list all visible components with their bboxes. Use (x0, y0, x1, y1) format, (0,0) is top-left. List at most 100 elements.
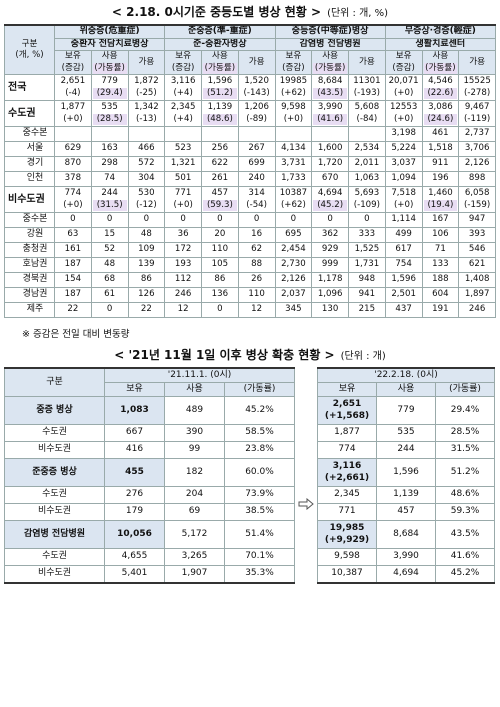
blank-cell (237, 126, 276, 142)
cell: 43.5% (435, 520, 496, 549)
column-header: 사용 (가동률) (201, 50, 239, 75)
data-row: 774 244 31.5% (317, 441, 496, 459)
column-header: 보유 (증감) (164, 50, 202, 75)
column-header-text: 보유 (64, 51, 81, 62)
cell: 109 (127, 242, 166, 258)
cell: 1,342 (-13) (127, 100, 166, 127)
cell: 947 (458, 212, 496, 228)
cell-line: 2,651 (332, 399, 362, 409)
cell-line: (+2,661) (324, 472, 370, 483)
cell: 246 (164, 287, 202, 303)
column-header: 사용 (376, 382, 437, 397)
cell-line: (-159) (464, 199, 491, 210)
cell-line: (29.4) (92, 87, 127, 99)
cell: 1,596 (376, 458, 437, 487)
data-row: 10,387 4,694 45.2% (317, 565, 496, 584)
row-label: 준중증 병상 (4, 458, 105, 487)
cell-line: 2,345 (170, 102, 196, 112)
cell: 28.5% (435, 424, 496, 442)
cell: 2,501 (384, 287, 423, 303)
column-header-text: 가용 (469, 56, 486, 67)
cell: 2,454 (274, 242, 313, 258)
cell: 3,116 (+2,661) (317, 458, 378, 487)
corner-cell: 구분 (개, %) (4, 24, 55, 75)
cell: 572 (127, 156, 166, 172)
cell: 1,733 (274, 171, 313, 187)
cell: 929 (311, 242, 349, 258)
cell: 298 (90, 156, 129, 172)
cell: 193 (164, 257, 202, 273)
column-header: 사용 (164, 382, 225, 397)
cell: 3,265 (164, 548, 225, 566)
group-subheader: 감염병 전담병원 (274, 37, 386, 51)
cell-line: (+4) (173, 87, 193, 98)
column-header-text: (가동률) (423, 62, 458, 74)
cell-line: (51.2) (203, 87, 237, 99)
group-header: '21.11.1. (0시) (103, 367, 296, 383)
column-header: 가용 (237, 50, 276, 75)
title: < 2.18. 0시기준 중등도별 병상 현황 > (111, 5, 322, 19)
cell-line: 1,139 (207, 102, 233, 112)
cell-line: 3,116 (170, 76, 196, 86)
cell: 10,387 (317, 565, 378, 584)
cell: 22 (54, 302, 92, 318)
cell: 378 (54, 171, 92, 187)
blank-cell (127, 126, 166, 142)
group-header: 중등증(中等症)병상 (274, 24, 386, 39)
cell: 2,126 (274, 272, 313, 288)
cell-line: 19,985 (329, 523, 365, 533)
row-label: 경남권 (4, 287, 55, 303)
cell: 4,694 (376, 565, 437, 584)
cell-line: 9,467 (464, 102, 490, 112)
column-header-text: 가용 (358, 56, 375, 67)
column-header: 보유 (증감) (54, 50, 92, 75)
cell: 1,897 (458, 287, 496, 303)
group-subheader: 생활치료센터 (384, 37, 497, 51)
cell-line: 1,206 (244, 102, 269, 112)
cell-line: (+62) (280, 199, 306, 210)
column-header: (가동률) (435, 382, 496, 397)
cell: 1,139 (48.6) (201, 100, 239, 127)
cell: 489 (164, 396, 225, 425)
cell: 139 (127, 257, 166, 273)
blank-cell (201, 126, 239, 142)
cell-line: (-54) (246, 199, 267, 210)
cell: 0 (90, 302, 129, 318)
cell: 5,693 (-109) (348, 186, 386, 213)
cell: 3,037 (384, 156, 423, 172)
cell: 36 (164, 227, 202, 243)
cell: 2,011 (348, 156, 386, 172)
cell-line: 10387 (279, 188, 308, 198)
data-row: 수도권 276 204 73.9% (4, 486, 296, 504)
blank-cell (274, 126, 313, 142)
cell: 16 (237, 227, 276, 243)
cell: 1,083 (104, 396, 165, 425)
cell: 0 (348, 212, 386, 228)
cell-line: (+62) (280, 87, 306, 98)
cell-line: (45.2) (313, 199, 347, 211)
cell: 1,408 (458, 272, 496, 288)
title-row: < '21년 11월 1일 이후 병상 확충 현황 > (단위 : 개) (0, 347, 500, 363)
cell: 8,684 (376, 520, 437, 549)
cell: 26 (237, 272, 276, 288)
cell: 7,518 (+0) (384, 186, 423, 213)
cell-line: 12553 (389, 102, 418, 112)
cell-line: 457 (211, 188, 229, 198)
cell: 345 (274, 302, 313, 318)
cell: 437 (384, 302, 423, 318)
row-label: 서울 (4, 141, 55, 157)
cell-line: 1,872 (134, 76, 159, 86)
cell-line: 3,086 (428, 102, 453, 112)
cell: 130 (311, 302, 349, 318)
cell: 20,071 (+0) (384, 74, 423, 101)
cell: 61 (90, 287, 129, 303)
cell: 1,518 (421, 141, 460, 157)
cell: 19,985 (+9,929) (317, 520, 378, 549)
cell: 4,134 (274, 141, 313, 157)
data-row: 인천 378 74 304 501 261 240 1,733 670 1,063 1,094 196… (4, 171, 496, 187)
cell: 2,345 (317, 486, 378, 504)
unit: (단위 : 개) (340, 351, 386, 362)
arrow-box (295, 367, 317, 514)
cell-line: (31.5) (92, 199, 127, 211)
